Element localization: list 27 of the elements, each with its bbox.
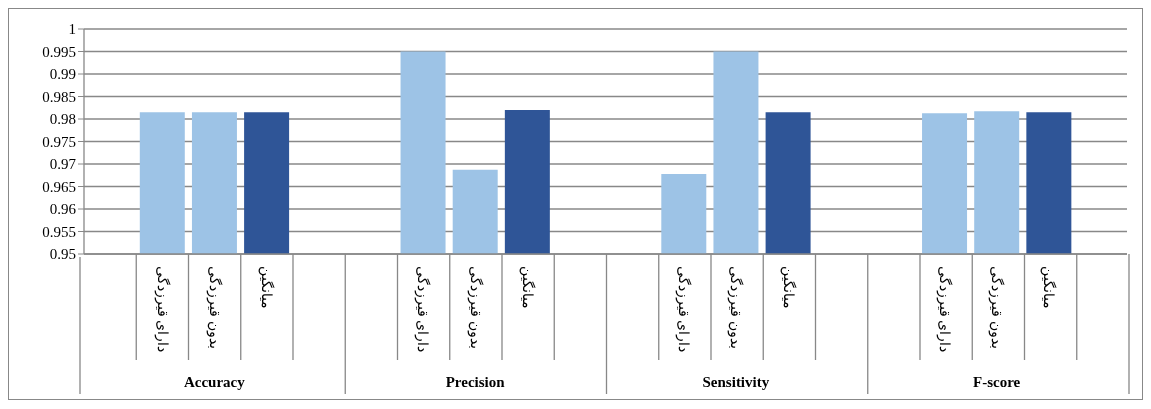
y-tick-label: 0.965 [42,178,76,195]
x-tick-label: دارای قیرزدگی [414,266,432,353]
y-tick-label: 0.995 [42,43,76,60]
y-tick-label: 0.95 [49,246,76,263]
x-tick-label: بدون قیرزدگی [988,266,1006,349]
y-tick-label: 0.97 [49,156,77,173]
x-tick-label: دارای قیرزدگی [935,266,953,353]
y-tick-label: 0.98 [49,111,76,128]
y-tick-label: 0.975 [42,133,76,150]
x-tick-label: میانگین [779,266,797,309]
x-tick-label: بدون قیرزدگی [466,266,484,349]
y-tick-label: 1 [68,21,76,38]
x-tick-label: میانگین [1040,266,1058,309]
x-tick-label: بدون قیرزدگی [205,266,223,349]
y-tick-label: 0.985 [42,88,76,105]
y-tick-label: 0.99 [49,66,76,83]
y-tick-label: 0.955 [42,223,76,240]
x-tick-label: دارای قیرزدگی [153,266,171,353]
text: Precision [445,374,506,390]
x-tick-label: میانگین [258,266,276,309]
text: F-score [973,374,1021,390]
x-tick-label: بدون قیرزدگی [727,266,745,349]
x-tick-label: دارای قیرزدگی [675,266,693,353]
text: Sensitivity [702,374,770,390]
text: Accuracy [183,374,246,390]
x-tick-label: میانگین [518,266,536,309]
y-tick-label: 0.96 [49,201,77,218]
